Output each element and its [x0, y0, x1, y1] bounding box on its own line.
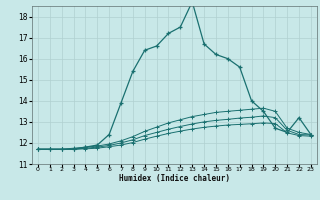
X-axis label: Humidex (Indice chaleur): Humidex (Indice chaleur): [119, 174, 230, 183]
